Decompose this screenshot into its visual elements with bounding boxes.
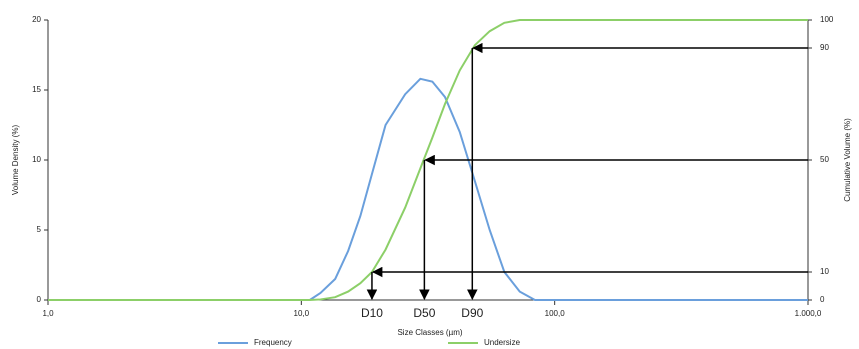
y2-axis-label: Cumulative Volume (%) — [843, 118, 852, 202]
y-tick-label: 5 — [37, 225, 42, 234]
y2-tick-label: 10 — [820, 267, 829, 276]
y-axis-label: Volume Density (%) — [11, 125, 20, 196]
x-tick-label: 10,0 — [294, 309, 310, 318]
x-tick-label: 100,0 — [545, 309, 566, 318]
y2-tick-label: 100 — [820, 15, 834, 24]
series-line — [48, 19, 808, 301]
y-tick-label: 15 — [32, 85, 41, 94]
y-tick-label: 20 — [32, 15, 41, 24]
legend-label: Frequency — [254, 338, 292, 347]
series-line — [48, 77, 808, 301]
y-tick-label: 0 — [37, 295, 42, 304]
x-axis-label: Size Classes (µm) — [397, 328, 462, 337]
x-tick-label: 1.000,0 — [795, 309, 822, 318]
y2-tick-label: 50 — [820, 155, 829, 164]
x-tick-label: 1,0 — [42, 309, 54, 318]
y-tick-label: 10 — [32, 155, 41, 164]
marker-label: D10 — [361, 306, 383, 320]
marker-label: D90 — [461, 306, 483, 320]
y2-tick-label: 90 — [820, 43, 829, 52]
marker-label: D50 — [413, 306, 435, 320]
legend-label: Undersize — [484, 338, 521, 347]
y2-tick-label: 0 — [820, 295, 825, 304]
